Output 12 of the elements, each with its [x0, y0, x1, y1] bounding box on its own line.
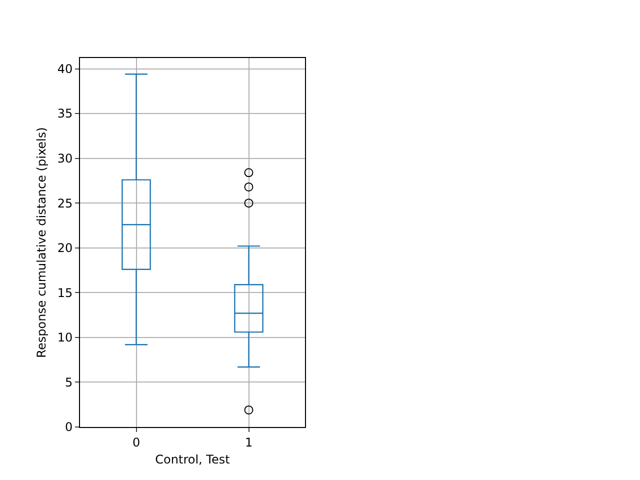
- x-tick-label: 1: [244, 435, 253, 450]
- y-tick-label: 30: [57, 152, 73, 166]
- y-tick-label: 20: [57, 241, 73, 256]
- y-tick-label: 0: [64, 420, 73, 434]
- y-tick-label: 15: [57, 286, 73, 300]
- y-axis-title: Response cumulative distance (pixels): [34, 127, 49, 358]
- y-tick-label: 40: [57, 62, 73, 76]
- y-tick-label: 10: [57, 330, 73, 345]
- y-tick-label: 35: [57, 106, 73, 121]
- x-axis-title: Control, Test: [155, 452, 230, 466]
- y-tick-label: 5: [64, 375, 73, 390]
- y-tick-label: 25: [57, 196, 73, 210]
